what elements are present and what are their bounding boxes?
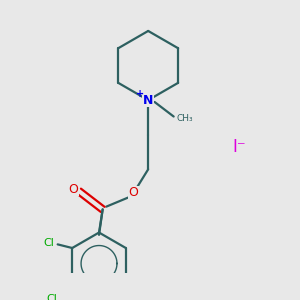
Text: O: O xyxy=(129,187,139,200)
Text: CH₃: CH₃ xyxy=(176,114,193,123)
Text: I⁻: I⁻ xyxy=(232,139,246,157)
Text: O: O xyxy=(69,183,79,196)
Text: Cl: Cl xyxy=(43,238,54,248)
Text: +: + xyxy=(136,89,144,99)
Text: N: N xyxy=(143,94,153,106)
Text: Cl: Cl xyxy=(47,294,58,300)
